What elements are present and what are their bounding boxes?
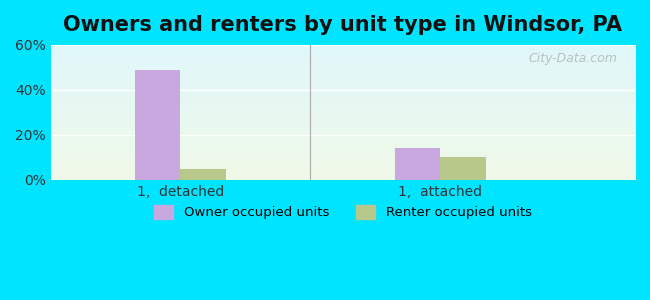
Bar (395, 148, 440, 180)
Bar (181, 169, 226, 180)
Bar (135, 70, 181, 180)
Bar (440, 157, 486, 180)
Text: City-Data.com: City-Data.com (528, 52, 618, 64)
Title: Owners and renters by unit type in Windsor, PA: Owners and renters by unit type in Winds… (63, 15, 622, 35)
Legend: Owner occupied units, Renter occupied units: Owner occupied units, Renter occupied un… (148, 200, 538, 224)
